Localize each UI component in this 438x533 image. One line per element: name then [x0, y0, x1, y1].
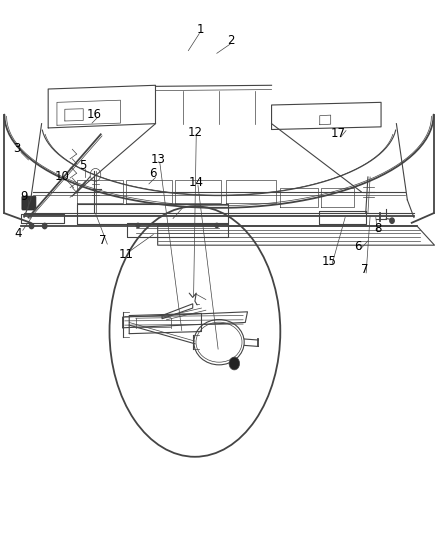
Circle shape [42, 223, 47, 229]
Text: 17: 17 [331, 127, 346, 140]
Text: 16: 16 [87, 108, 102, 120]
Text: 7: 7 [99, 235, 107, 247]
Circle shape [229, 357, 240, 370]
Circle shape [215, 223, 219, 228]
Text: 11: 11 [119, 248, 134, 261]
Text: 12: 12 [187, 126, 202, 139]
Text: 13: 13 [150, 154, 165, 166]
Text: 9: 9 [20, 190, 28, 203]
Text: 15: 15 [322, 255, 337, 268]
Text: 2: 2 [227, 34, 235, 47]
Text: 8: 8 [374, 222, 381, 235]
FancyBboxPatch shape [22, 196, 36, 210]
Text: 1: 1 [197, 23, 205, 36]
Text: 14: 14 [189, 176, 204, 189]
Text: 6: 6 [354, 240, 362, 253]
Text: 5: 5 [79, 159, 86, 172]
Circle shape [136, 223, 140, 228]
Circle shape [29, 223, 34, 229]
Text: 6: 6 [148, 167, 156, 180]
Text: 3: 3 [13, 142, 20, 155]
Text: 7: 7 [360, 263, 368, 276]
Text: 10: 10 [55, 171, 70, 183]
Text: 4: 4 [14, 227, 22, 240]
Circle shape [390, 218, 394, 223]
